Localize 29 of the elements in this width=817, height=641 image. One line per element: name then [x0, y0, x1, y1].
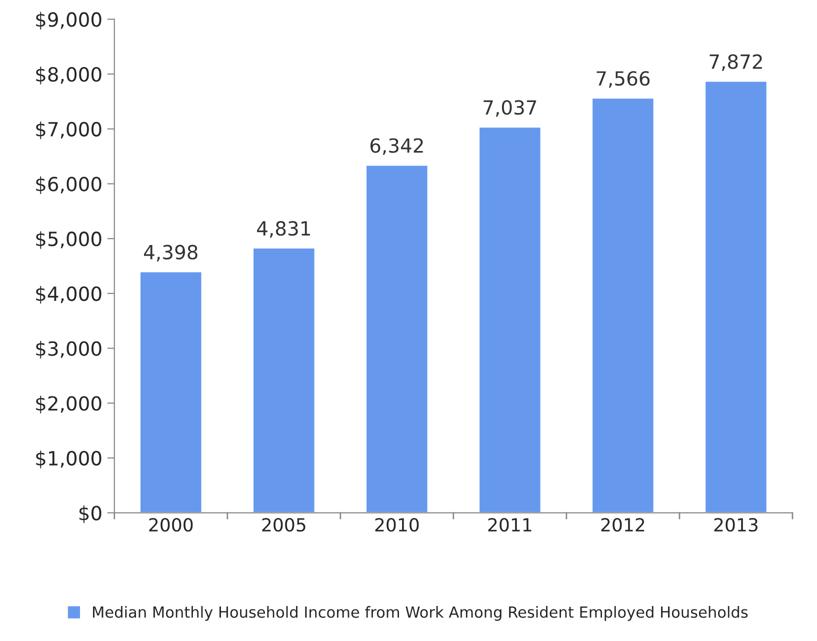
y-tick-label: $0 — [79, 505, 102, 524]
x-tick-label: 2000 — [149, 518, 193, 532]
x-tick-label: 2013 — [714, 518, 758, 532]
legend-label: Median Monthly Household Income from Work Among Resident Employed Households — [93, 606, 748, 621]
y-tick-label: $4,000 — [36, 286, 102, 304]
x-tick-label: 2012 — [601, 518, 644, 532]
y-tick-label: $2,000 — [36, 396, 102, 414]
x-tick-label: 2005 — [262, 518, 306, 532]
x-tick-label: 2011 — [488, 518, 532, 532]
y-tick-label: $6,000 — [36, 176, 102, 194]
data-label: 4,831 — [257, 221, 310, 238]
data-label: 6,342 — [370, 138, 423, 155]
data-label: 7,037 — [484, 100, 536, 117]
y-tick-label: $3,000 — [36, 340, 102, 359]
bar — [139, 270, 203, 513]
bar — [252, 247, 316, 513]
bar — [478, 126, 542, 513]
data-label: 7,566 — [596, 71, 650, 88]
y-tick-label: $9,000 — [36, 12, 102, 30]
y-tick-label: $7,000 — [36, 122, 102, 140]
y-tick-label: $5,000 — [36, 231, 102, 249]
data-label: 4,398 — [144, 244, 198, 262]
bar — [365, 164, 429, 513]
x-tick-label: 2010 — [375, 518, 419, 532]
data-label: 7,872 — [710, 54, 762, 71]
y-tick-label: $1,000 — [36, 450, 102, 468]
bar — [704, 80, 768, 513]
y-tick-label: $8,000 — [36, 66, 102, 84]
bar — [591, 97, 655, 513]
